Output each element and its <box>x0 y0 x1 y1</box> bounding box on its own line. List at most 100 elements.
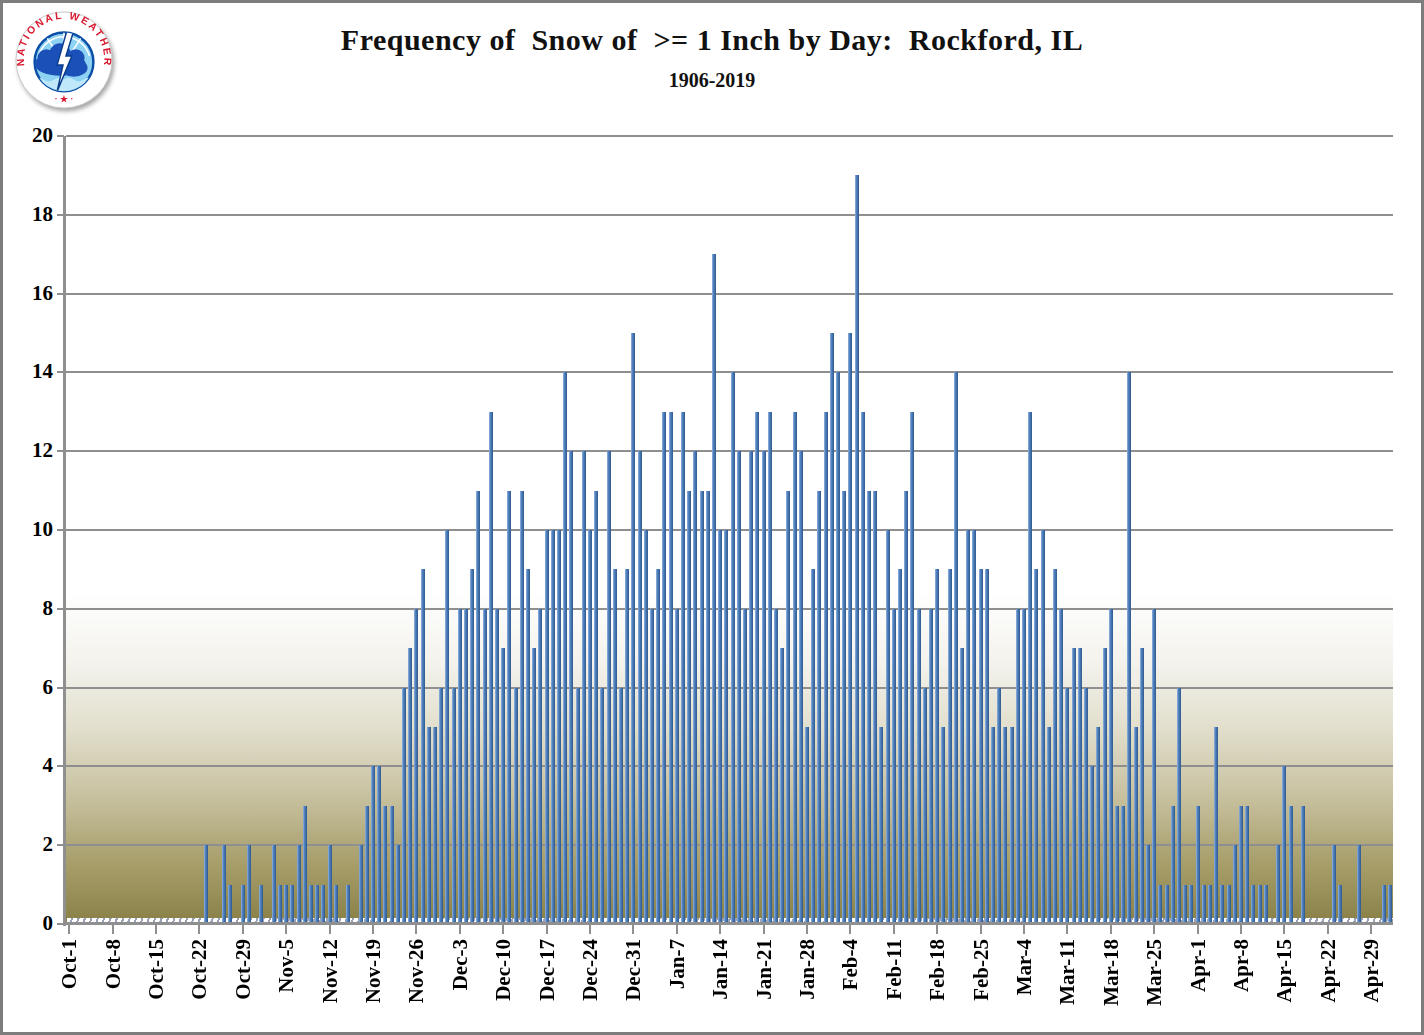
bar <box>1096 727 1100 924</box>
bar <box>855 175 859 924</box>
bar <box>1152 609 1156 924</box>
y-tick-2 <box>57 844 64 846</box>
bar <box>241 885 245 924</box>
bar <box>985 569 989 924</box>
bar <box>1245 806 1249 924</box>
x-tick-Jan-14 <box>719 925 721 934</box>
bar <box>315 885 319 924</box>
y-tick-16 <box>57 293 64 295</box>
bar <box>923 688 927 924</box>
x-tick-Nov-26 <box>415 925 417 934</box>
y-tick-10 <box>57 529 64 531</box>
bar <box>278 885 282 924</box>
bar <box>1121 806 1125 924</box>
bar <box>1189 885 1193 924</box>
bar <box>532 648 536 924</box>
bar <box>222 845 226 924</box>
bar <box>948 569 952 924</box>
x-axis-label: Dec-31 <box>622 939 644 1001</box>
bar <box>259 885 263 924</box>
bar <box>929 609 933 924</box>
bar <box>321 885 325 924</box>
bar <box>793 412 797 924</box>
bar <box>1127 372 1131 924</box>
bar <box>780 648 784 924</box>
bar <box>538 609 542 924</box>
logo-bottom-marks: · ★ · <box>55 94 74 104</box>
bar <box>917 609 921 924</box>
x-axis-label: Mar-25 <box>1143 939 1165 1006</box>
gridline-y-8 <box>66 608 1393 610</box>
x-axis-label: Nov-19 <box>362 939 384 1003</box>
y-axis-label: 8 <box>11 596 53 621</box>
bar <box>433 727 437 924</box>
bar <box>718 530 722 924</box>
bar <box>1388 885 1392 924</box>
bar <box>693 451 697 924</box>
gridline-y-4 <box>66 765 1393 767</box>
bar <box>600 688 604 924</box>
bar <box>396 845 400 924</box>
bar <box>1332 845 1336 924</box>
gridline-y-20 <box>66 135 1393 137</box>
bar <box>848 333 852 924</box>
bar <box>979 569 983 924</box>
y-tick-8 <box>57 608 64 610</box>
bar <box>483 609 487 924</box>
x-tick-Dec-31 <box>632 925 634 934</box>
gridline-y-10 <box>66 529 1393 531</box>
bar <box>1264 885 1268 924</box>
bar <box>1065 688 1069 924</box>
x-axis-label: Apr-22 <box>1317 939 1339 1002</box>
bar <box>724 530 728 924</box>
bar <box>1276 845 1280 924</box>
y-tick-6 <box>57 687 64 689</box>
bar <box>817 491 821 924</box>
bar <box>1053 569 1057 924</box>
bar <box>476 491 480 924</box>
bar <box>290 885 294 924</box>
bar <box>706 491 710 924</box>
bar <box>464 609 468 924</box>
x-axis-label: Feb-11 <box>883 939 905 1000</box>
x-axis-label: Dec-10 <box>492 939 514 1001</box>
bar <box>662 412 666 924</box>
bar <box>675 609 679 924</box>
x-axis-label: Dec-3 <box>449 939 471 990</box>
bar <box>359 845 363 924</box>
bar <box>681 412 685 924</box>
x-axis-label: Jan-7 <box>666 939 688 989</box>
y-tick-18 <box>57 214 64 216</box>
bar <box>669 412 673 924</box>
bar <box>1251 885 1255 924</box>
bar <box>824 412 828 924</box>
y-axis-label: 4 <box>11 753 53 778</box>
bar <box>545 530 549 924</box>
bar <box>408 648 412 924</box>
bar <box>594 491 598 924</box>
x-tick-Mar-4 <box>1023 925 1025 934</box>
bar <box>1183 885 1187 924</box>
x-axis-label: Apr-8 <box>1230 939 1252 992</box>
bar <box>470 569 474 924</box>
bar <box>1196 806 1200 924</box>
x-axis-label: Jan-28 <box>796 939 818 1000</box>
x-axis-label: Nov-5 <box>275 939 297 993</box>
y-axis-label: 10 <box>11 517 53 542</box>
x-axis-label: Oct-15 <box>145 939 167 1000</box>
bar <box>1208 885 1212 924</box>
bar <box>1165 885 1169 924</box>
x-axis-label: Oct-22 <box>188 939 210 1000</box>
bar <box>768 412 772 924</box>
x-tick-Mar-18 <box>1110 925 1112 934</box>
bar <box>309 885 313 924</box>
bar <box>507 491 511 924</box>
x-tick-Apr-29 <box>1370 925 1372 934</box>
bar <box>1214 727 1218 924</box>
x-axis-label: Jan-21 <box>753 939 775 1000</box>
x-axis-label: Jan-14 <box>709 939 731 1000</box>
bar <box>1016 609 1020 924</box>
bar <box>1146 845 1150 924</box>
bar <box>1041 530 1045 924</box>
x-tick-Oct-22 <box>198 925 200 934</box>
